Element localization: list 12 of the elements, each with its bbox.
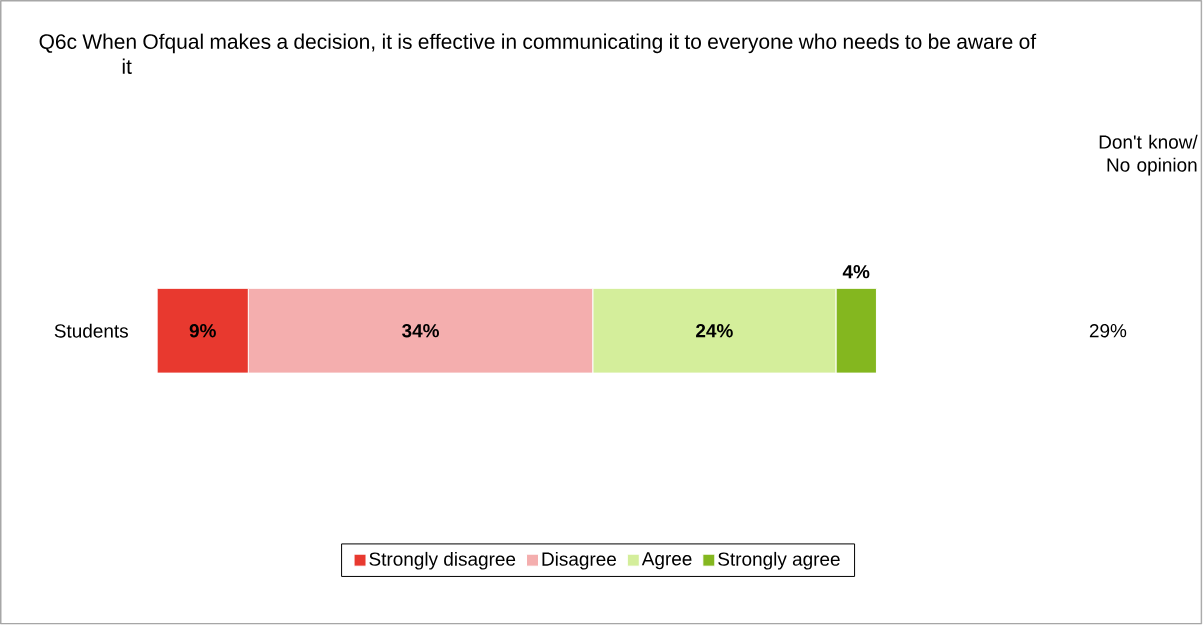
data-label: 4% — [842, 265, 870, 279]
text: Don't know/ No opinion — [1099, 135, 1198, 176]
data-label: 9% — [189, 324, 216, 338]
text: 29% — [1089, 324, 1127, 338]
legend-label: Strongly agree — [718, 552, 840, 570]
data-label: 34% — [402, 324, 439, 338]
legend-label: Strongly disagree — [369, 552, 516, 570]
y-tick-label: Students — [54, 323, 128, 338]
data-label: 24% — [696, 324, 733, 338]
legend-label: Agree — [641, 552, 692, 570]
chart-title: Q6c When Ofqual makes a decision, it is effective in communicating it to everyone who needs to be aware of it — [39, 33, 1037, 75]
legend-label: Disagree — [542, 552, 616, 570]
